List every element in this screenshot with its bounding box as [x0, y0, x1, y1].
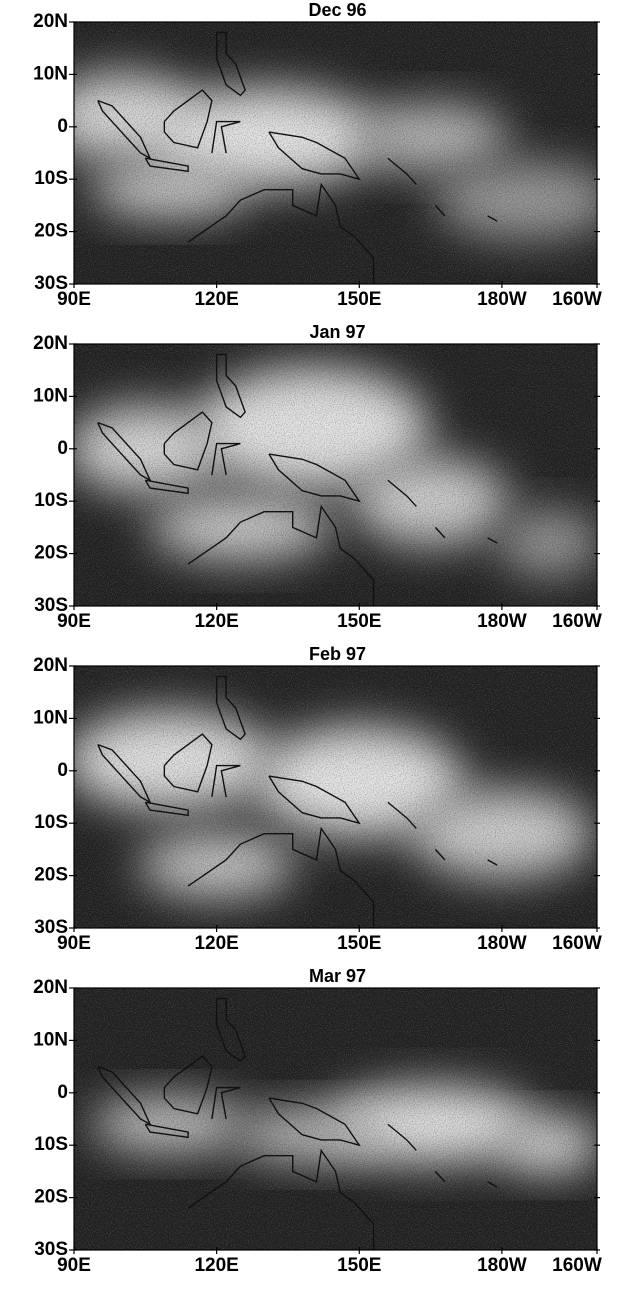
- figure: Dec 9620N10N010S20S30S90E120E150E180W160…: [0, 0, 629, 1291]
- lon-label: 120E: [194, 933, 238, 954]
- lat-label: 0: [57, 438, 68, 459]
- panel-title: Feb 97: [309, 644, 366, 664]
- lon-label: 90E: [57, 933, 91, 954]
- lon-label: 160W: [552, 611, 602, 632]
- lat-label: 10N: [33, 707, 68, 728]
- lat-label: 10S: [34, 812, 68, 833]
- lon-label: 150E: [337, 611, 381, 632]
- lon-label: 90E: [57, 289, 91, 310]
- lon-label: 90E: [57, 1255, 91, 1276]
- lon-label: 160W: [552, 933, 602, 954]
- lon-label: 150E: [337, 289, 381, 310]
- panel-title: Dec 96: [308, 0, 366, 20]
- map-image: [67, 344, 601, 606]
- lon-label: 150E: [337, 1255, 381, 1276]
- lat-label: 20N: [33, 977, 68, 998]
- lat-label: 10N: [33, 385, 68, 406]
- lat-label: 10S: [34, 1134, 68, 1155]
- lon-label: 120E: [194, 611, 238, 632]
- lon-label: 180W: [477, 933, 527, 954]
- lat-label: 10S: [34, 168, 68, 189]
- lat-label: 20S: [34, 221, 68, 242]
- lon-label: 90E: [57, 611, 91, 632]
- lon-label: 180W: [477, 611, 527, 632]
- lon-label: 160W: [552, 289, 602, 310]
- lat-label: 0: [57, 760, 68, 781]
- panel-title: Jan 97: [309, 322, 365, 342]
- lat-label: 0: [57, 1082, 68, 1103]
- lat-label: 20N: [33, 333, 68, 354]
- lat-label: 20N: [33, 655, 68, 676]
- lat-label: 10N: [33, 1029, 68, 1050]
- lon-label: 150E: [337, 933, 381, 954]
- lon-label: 120E: [194, 289, 238, 310]
- panel-title: Mar 97: [309, 966, 366, 986]
- lat-label: 10S: [34, 490, 68, 511]
- lat-label: 20N: [33, 11, 68, 32]
- lat-label: 20S: [34, 1187, 68, 1208]
- lon-label: 180W: [477, 1255, 527, 1276]
- lat-label: 20S: [34, 543, 68, 564]
- map-image: [65, 666, 597, 928]
- lon-label: 160W: [552, 1255, 602, 1276]
- lat-label: 20S: [34, 865, 68, 886]
- lon-label: 120E: [194, 1255, 238, 1276]
- lat-label: 10N: [33, 63, 68, 84]
- lat-label: 0: [57, 116, 68, 137]
- map-image: [74, 988, 601, 1250]
- map-image: [44, 22, 617, 284]
- lon-label: 180W: [477, 289, 527, 310]
